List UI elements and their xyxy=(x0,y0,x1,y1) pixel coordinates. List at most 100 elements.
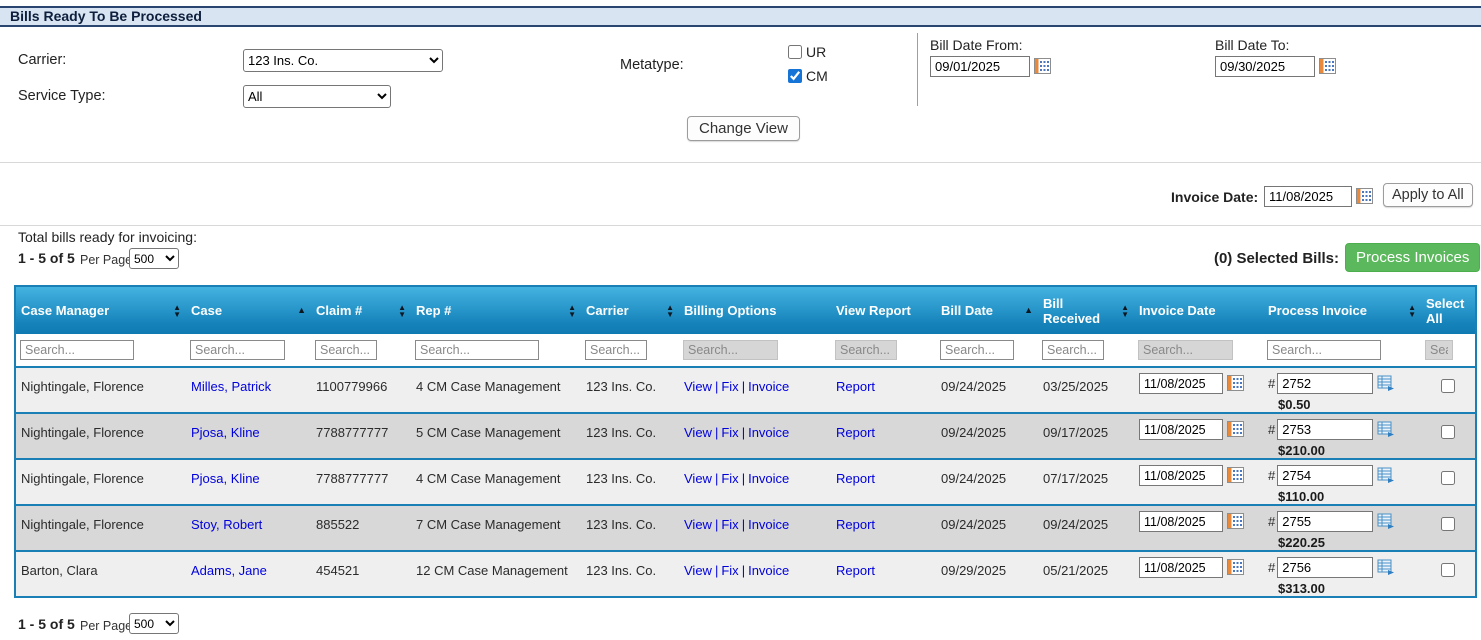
search-input-process-invoice[interactable] xyxy=(1267,340,1381,360)
process-invoice-icon[interactable] xyxy=(1377,467,1395,484)
process-invoice-icon[interactable] xyxy=(1377,559,1395,576)
column-header-case-manager[interactable]: Case Manager▲▼ xyxy=(15,286,186,334)
invoice-link[interactable]: Invoice xyxy=(748,517,789,532)
sort-icon[interactable]: ▲▼ xyxy=(173,304,181,318)
process-invoices-button[interactable]: Process Invoices xyxy=(1345,243,1480,272)
report-link[interactable]: Report xyxy=(836,563,875,578)
column-header-bill-date[interactable]: Bill Date▲ xyxy=(936,286,1038,334)
view-link[interactable]: View xyxy=(684,563,712,578)
bill-date-from-input[interactable] xyxy=(930,56,1030,77)
search-input-invoice-date xyxy=(1138,340,1233,360)
search-input-rep-number[interactable] xyxy=(415,340,539,360)
report-link[interactable]: Report xyxy=(836,471,875,486)
view-link[interactable]: View xyxy=(684,379,712,394)
fix-link[interactable]: Fix xyxy=(721,517,738,532)
apply-to-all-button[interactable]: Apply to All xyxy=(1383,183,1473,207)
bill-date-to-input[interactable] xyxy=(1215,56,1315,77)
row-invoice-date-input[interactable] xyxy=(1139,419,1223,440)
case-link[interactable]: Stoy, Robert xyxy=(191,517,262,532)
sort-icon[interactable]: ▲▼ xyxy=(666,304,674,318)
metatype-cm-checkbox[interactable] xyxy=(788,69,802,83)
case-link[interactable]: Milles, Patrick xyxy=(191,379,271,394)
fix-link[interactable]: Fix xyxy=(721,379,738,394)
column-header-carrier[interactable]: Carrier▲▼ xyxy=(581,286,679,334)
column-header-case[interactable]: Case▲ xyxy=(186,286,311,334)
column-header-rep-number[interactable]: Rep #▲▼ xyxy=(411,286,581,334)
search-input-bill-date[interactable] xyxy=(940,340,1014,360)
billing-options-cell: View|Fix|Invoice xyxy=(679,413,831,459)
search-input-carrier[interactable] xyxy=(585,340,647,360)
calendar-icon[interactable] xyxy=(1356,188,1373,204)
invoice-link[interactable]: Invoice xyxy=(748,563,789,578)
process-invoice-icon[interactable] xyxy=(1377,421,1395,438)
metatype-ur-checkbox[interactable] xyxy=(788,45,802,59)
fix-link[interactable]: Fix xyxy=(721,425,738,440)
sort-icon[interactable]: ▲▼ xyxy=(1408,304,1416,318)
column-header-claim-number[interactable]: Claim #▲▼ xyxy=(311,286,411,334)
calendar-icon[interactable] xyxy=(1227,467,1244,483)
invoice-link[interactable]: Invoice xyxy=(748,425,789,440)
per-page-select[interactable]: 500 xyxy=(129,248,179,269)
view-link[interactable]: View xyxy=(684,425,712,440)
report-link[interactable]: Report xyxy=(836,379,875,394)
calendar-icon[interactable] xyxy=(1319,58,1336,74)
calendar-icon[interactable] xyxy=(1227,559,1244,575)
change-view-button[interactable]: Change View xyxy=(687,116,800,141)
calendar-icon[interactable] xyxy=(1034,58,1051,74)
select-bill-checkbox[interactable] xyxy=(1441,517,1455,531)
calendar-icon[interactable] xyxy=(1227,375,1244,391)
fix-link[interactable]: Fix xyxy=(721,471,738,486)
case-link[interactable]: Pjosa, Kline xyxy=(191,425,260,440)
view-link[interactable]: View xyxy=(684,471,712,486)
invoice-date-input[interactable] xyxy=(1264,186,1352,207)
column-header-view-report: View Report xyxy=(831,286,936,334)
carrier-cell: 123 Ins. Co. xyxy=(581,413,679,459)
invoice-number-input[interactable] xyxy=(1277,557,1373,578)
carrier-select[interactable]: 123 Ins. Co. xyxy=(243,49,443,72)
invoice-link[interactable]: Invoice xyxy=(748,379,789,394)
calendar-icon[interactable] xyxy=(1227,513,1244,529)
column-header-process-invoice[interactable]: Process Invoice▲▼ xyxy=(1263,286,1421,334)
process-invoice-icon[interactable] xyxy=(1377,513,1395,530)
select-bill-checkbox[interactable] xyxy=(1441,379,1455,393)
invoice-link[interactable]: Invoice xyxy=(748,471,789,486)
row-invoice-date-input[interactable] xyxy=(1139,465,1223,486)
sort-icon[interactable]: ▲▼ xyxy=(398,304,406,318)
invoice-number-input[interactable] xyxy=(1277,465,1373,486)
metatype-cm-label: CM xyxy=(806,68,828,84)
sort-icon[interactable]: ▲▼ xyxy=(1121,304,1129,318)
case-link[interactable]: Adams, Jane xyxy=(191,563,267,578)
row-invoice-date-input[interactable] xyxy=(1139,557,1223,578)
sort-icon[interactable]: ▲▼ xyxy=(568,304,576,318)
process-invoice-icon[interactable] xyxy=(1377,375,1395,392)
select-bill-checkbox[interactable] xyxy=(1441,425,1455,439)
search-input-case-manager[interactable] xyxy=(20,340,134,360)
sort-icon[interactable]: ▲ xyxy=(1024,306,1033,315)
claim-number-text: 454521 xyxy=(316,563,359,578)
metatype-option-ur: UR xyxy=(788,40,828,64)
row-invoice-date-input[interactable] xyxy=(1139,373,1223,394)
billing-options-cell: View|Fix|Invoice xyxy=(679,459,831,505)
select-bill-checkbox[interactable] xyxy=(1441,563,1455,577)
select-bill-checkbox[interactable] xyxy=(1441,471,1455,485)
search-input-case[interactable] xyxy=(190,340,285,360)
invoice-number-input[interactable] xyxy=(1277,419,1373,440)
invoice-number-input[interactable] xyxy=(1277,373,1373,394)
search-input-claim-number[interactable] xyxy=(315,340,377,360)
report-link[interactable]: Report xyxy=(836,517,875,532)
carrier-cell: 123 Ins. Co. xyxy=(581,459,679,505)
invoice-number-input[interactable] xyxy=(1277,511,1373,532)
column-header-bill-received[interactable]: Bill Received▲▼ xyxy=(1038,286,1134,334)
fix-link[interactable]: Fix xyxy=(721,563,738,578)
calendar-icon[interactable] xyxy=(1227,421,1244,437)
view-link[interactable]: View xyxy=(684,517,712,532)
sort-icon[interactable]: ▲ xyxy=(297,306,306,315)
case-link[interactable]: Pjosa, Kline xyxy=(191,471,260,486)
metatype-label: Metatype: xyxy=(620,57,684,73)
report-link[interactable]: Report xyxy=(836,425,875,440)
search-input-bill-received[interactable] xyxy=(1042,340,1104,360)
row-invoice-date-input[interactable] xyxy=(1139,511,1223,532)
invoice-number-prefix: # xyxy=(1268,422,1275,437)
service-type-select[interactable]: All xyxy=(243,85,391,108)
footer-per-page-select[interactable]: 500 xyxy=(129,613,179,634)
